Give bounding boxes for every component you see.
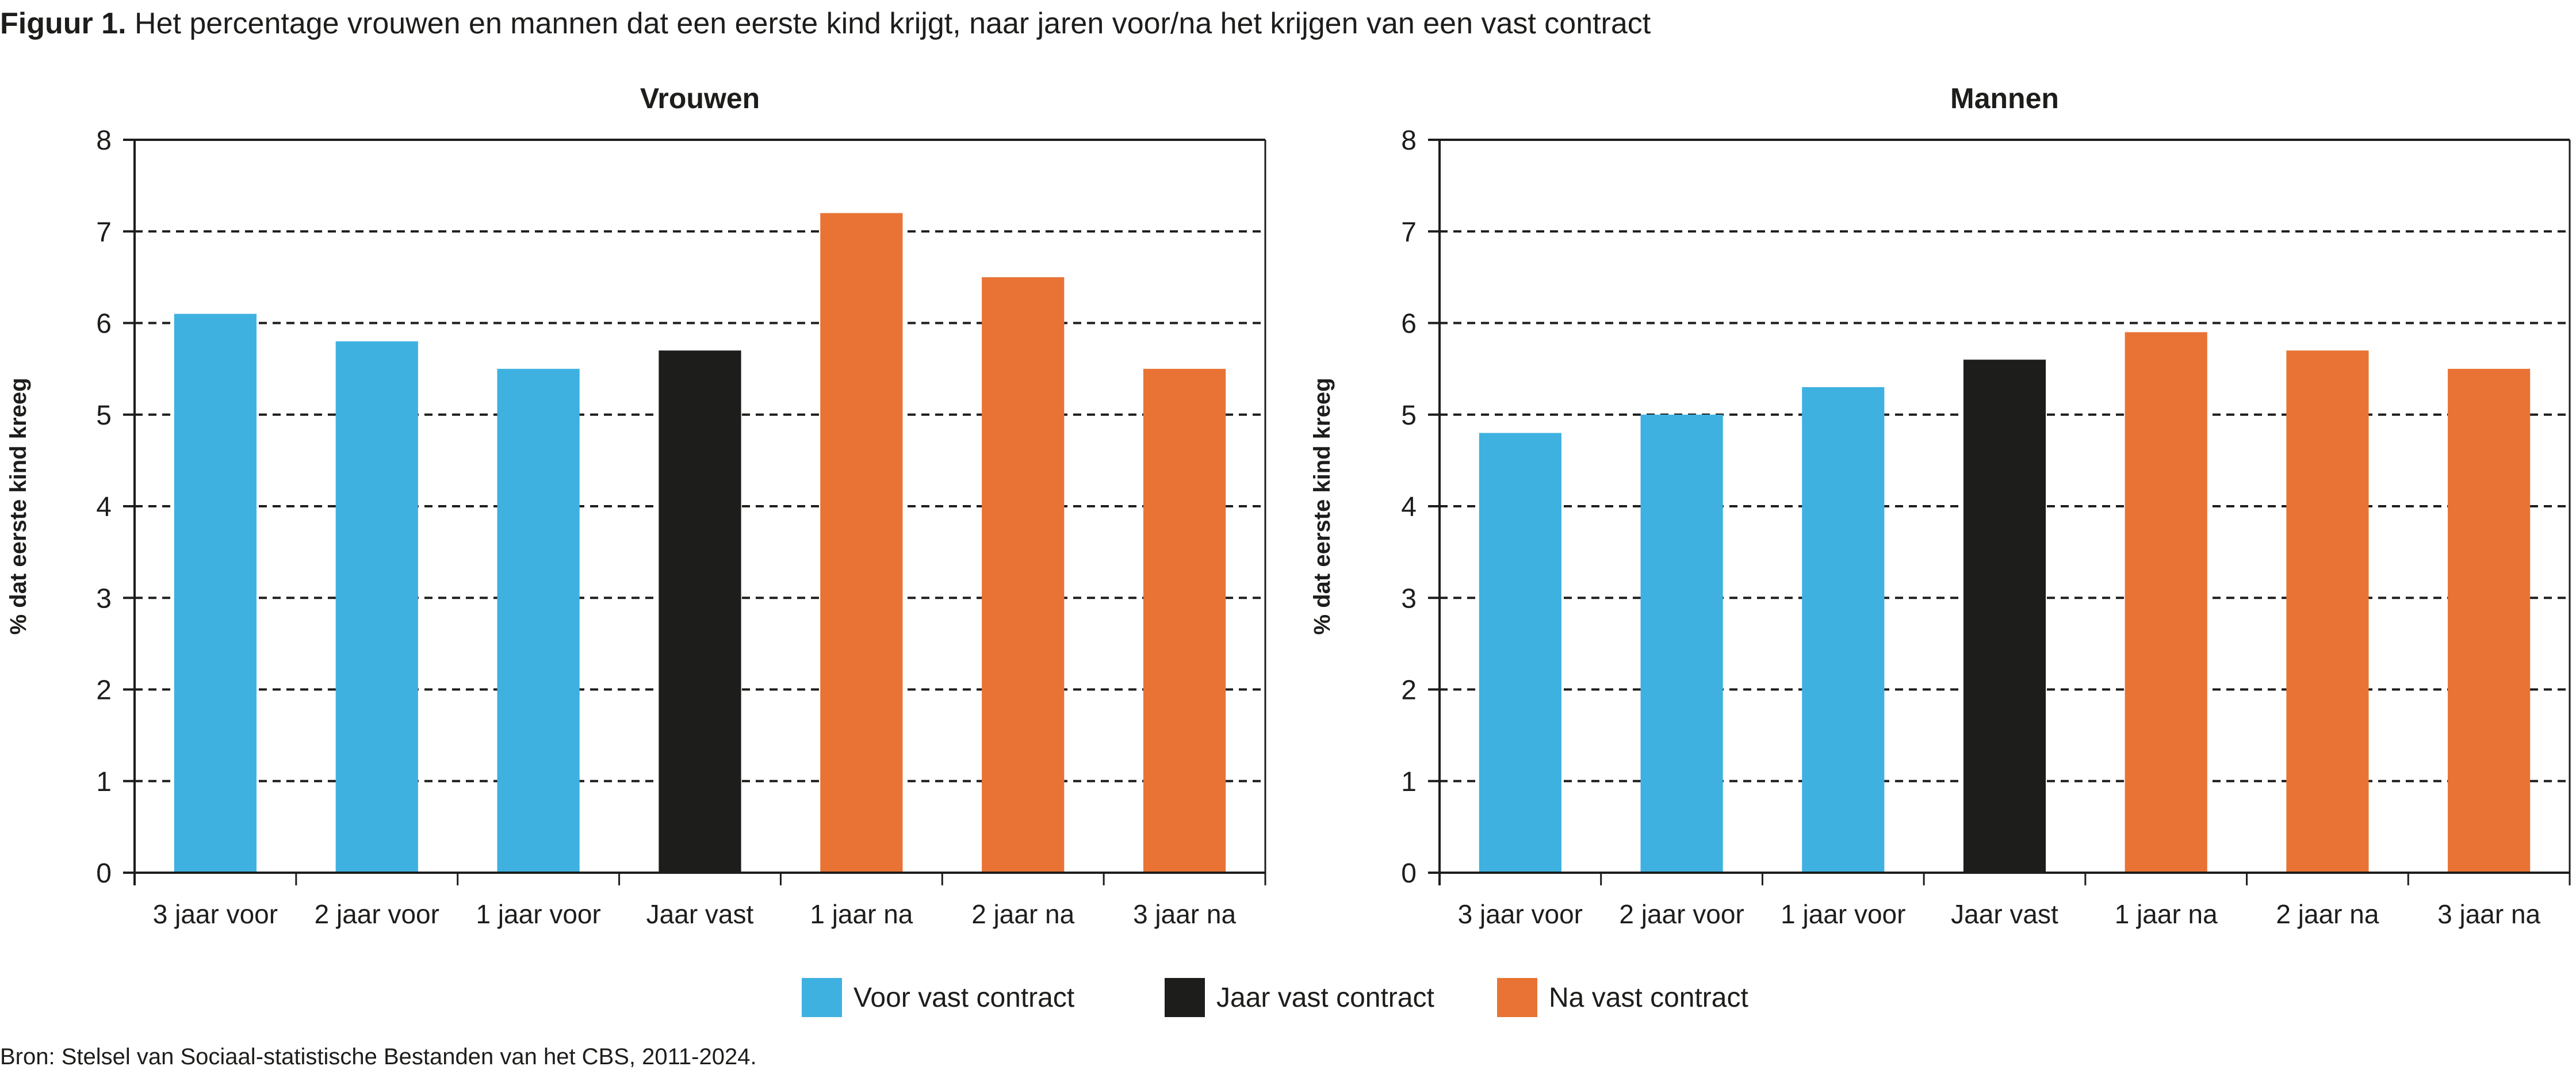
legend: Voor vast contract Jaar vast contract Na v…: [802, 978, 1748, 1017]
y-axis-label: % dat eerste kind kreeg: [6, 378, 31, 635]
legend-item-jaar: Jaar vast contract: [1165, 978, 1434, 1017]
x-tick-label: Jaar vast: [646, 899, 754, 929]
bar-1-jaar-na: [2125, 332, 2207, 873]
y-tick-label: 4: [96, 492, 112, 522]
bar-2-jaar-voor: [1640, 414, 1723, 873]
x-tick-label: 1 jaar voor: [1781, 899, 1905, 929]
bar-3-jaar-na: [2448, 369, 2531, 873]
y-tick-label: 5: [96, 400, 112, 431]
y-tick-label: 2: [96, 675, 112, 706]
bar-2-jaar-voor: [335, 341, 418, 873]
y-tick-label: 6: [1401, 309, 1417, 339]
y-tick-label: 0: [1401, 858, 1417, 889]
bar-2-jaar-na: [982, 277, 1065, 873]
y-axis-label: % dat eerste kind kreeg: [1310, 378, 1335, 635]
source-note: Bron: Stelsel van Sociaal-statistische B…: [0, 1044, 757, 1069]
x-tick-label: 2 jaar na: [2276, 899, 2379, 929]
y-tick-label: 8: [1401, 125, 1417, 156]
chart-title: Vrouwen: [640, 82, 760, 114]
y-tick-label: 3: [1401, 583, 1417, 614]
x-tick-label: 1 jaar na: [2115, 899, 2218, 929]
bar-3-jaar-na: [1143, 369, 1226, 873]
chart-title: Mannen: [1950, 82, 2059, 114]
legend-swatch: [1165, 978, 1205, 1017]
chart-vrouwen: Vrouwen % dat eerste kind kreeg 0 1 2 3 4 5 6 7 8 3…: [6, 82, 1266, 929]
x-tick-label: 3 jaar na: [2437, 899, 2540, 929]
y-tick-label: 8: [96, 125, 112, 156]
bar-3-jaar-voor: [174, 314, 257, 873]
x-tick-label: 1 jaar voor: [476, 899, 600, 929]
figure-title: Figuur 1. Het percentage vrouwen en mann…: [0, 7, 1651, 40]
y-tick-label: 3: [96, 583, 112, 614]
legend-label: Na vast contract: [1549, 983, 1748, 1013]
legend-item-na: Na vast contract: [1497, 978, 1748, 1017]
y-tick-label: 7: [96, 217, 112, 247]
x-tick-label: 3 jaar voor: [1458, 899, 1583, 929]
bar-jaar-vast: [659, 350, 741, 873]
y-tick-label: 1: [1401, 767, 1417, 797]
y-tick-label: 0: [96, 858, 112, 889]
y-tick-label: 1: [96, 767, 112, 797]
figure-label: Figuur 1.: [0, 7, 127, 40]
legend-swatch: [1497, 978, 1537, 1017]
y-tick-label: 4: [1401, 492, 1417, 522]
bar-1-jaar-na: [820, 213, 903, 873]
x-tick-label: 2 jaar voor: [1619, 899, 1744, 929]
x-tick-label: 2 jaar na: [971, 899, 1074, 929]
legend-item-voor: Voor vast contract: [802, 978, 1074, 1017]
legend-swatch: [802, 978, 842, 1017]
x-tick-label: 1 jaar na: [810, 899, 913, 929]
y-tick-label: 6: [96, 309, 112, 339]
x-tick-label: 2 jaar voor: [315, 899, 439, 929]
legend-label: Jaar vast contract: [1216, 983, 1434, 1013]
bar-jaar-vast: [1963, 360, 2046, 873]
y-tick-label: 5: [1401, 400, 1417, 431]
legend-label: Voor vast contract: [853, 983, 1074, 1013]
x-tick-label: Jaar vast: [1951, 899, 2058, 929]
bar-3-jaar-voor: [1479, 433, 1561, 873]
x-tick-label: 3 jaar voor: [153, 899, 278, 929]
y-tick-label: 7: [1401, 217, 1417, 247]
bar-2-jaar-na: [2286, 350, 2369, 873]
y-tick-label: 2: [1401, 675, 1417, 706]
chart-mannen: Mannen % dat eerste kind kreeg 0 1 2 3 4 5 6 7 8 3 …: [1310, 82, 2571, 929]
x-tick-label: 3 jaar na: [1133, 899, 1236, 929]
bar-1-jaar-voor: [1802, 387, 1885, 873]
bar-1-jaar-voor: [497, 369, 580, 873]
figure-title-text: Het percentage vrouwen en mannen dat een…: [127, 7, 1651, 40]
